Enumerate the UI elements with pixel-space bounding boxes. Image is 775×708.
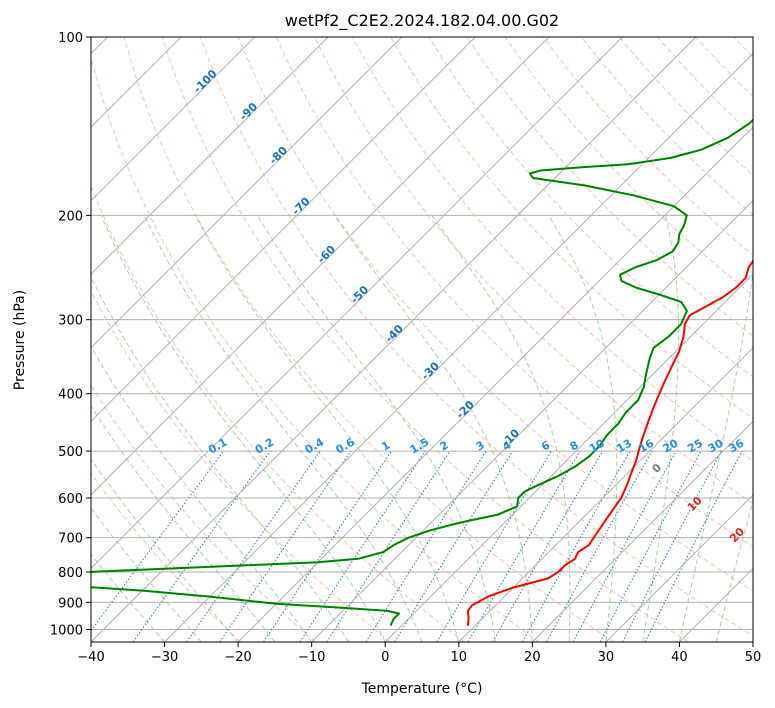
dry-adiabat	[161, 37, 689, 642]
dry-adiabat	[352, 37, 753, 462]
mixing-ratio-line	[299, 450, 426, 642]
isotherm-line	[311, 199, 753, 642]
moist-adiabat	[91, 553, 165, 642]
dry-adiabat	[390, 37, 753, 420]
x-tick-label: −30	[151, 650, 178, 665]
mixing-ratio-line	[326, 450, 451, 642]
moist-adiabat	[678, 269, 753, 642]
isotherm-line	[531, 420, 753, 642]
moist-adiabat	[100, 215, 386, 642]
mixing-ratio-line	[572, 450, 677, 642]
moist-adiabat-label: 30	[773, 553, 775, 573]
dry-adiabat	[199, 37, 753, 637]
dry-adiabat	[91, 384, 316, 642]
dry-adiabat	[91, 185, 465, 642]
y-axis: 100 200 300 400 500 600 700 800 900 1000	[50, 31, 91, 638]
x-tick-label: 10	[451, 650, 468, 665]
x-tick-label: −10	[298, 650, 325, 665]
y-tick-label: 900	[58, 596, 83, 611]
mixing-ratio-line	[522, 450, 631, 642]
isotherm-line	[91, 37, 476, 423]
x-tick-label: 20	[524, 650, 541, 665]
profile-line	[466, 259, 753, 626]
y-tick-label: 300	[58, 314, 83, 329]
isotherm-line	[458, 347, 753, 642]
isotherm-line	[91, 37, 403, 349]
mixing-ratio-line	[644, 450, 743, 642]
moist-adiabat	[91, 275, 349, 642]
y-tick-label: 100	[58, 31, 83, 46]
isotherm-line	[91, 37, 623, 570]
isotherm-line	[91, 37, 697, 642]
moist-adiabat	[548, 215, 618, 642]
dry-adiabat	[91, 290, 391, 642]
isotherm-line	[384, 273, 753, 642]
moist-adiabat	[91, 458, 239, 642]
x-tick-label: 30	[598, 650, 615, 665]
isotherm-line	[91, 37, 550, 496]
dry-adiabat	[504, 37, 753, 296]
x-axis-label: Temperature (°C)	[361, 681, 483, 697]
y-tick-label: 800	[58, 566, 83, 581]
skewed-isotherms	[91, 37, 753, 642]
chart-title: wetPf2_C2E2.2024.182.04.00.G02	[285, 11, 559, 31]
mixing-ratio-line	[132, 450, 271, 642]
mixing-ratio-line	[263, 450, 392, 642]
mixing-ratio-line	[546, 450, 653, 642]
moist-adiabat	[91, 507, 202, 642]
dry-adiabat	[314, 37, 753, 505]
x-tick-label: 50	[745, 650, 762, 665]
dry-adiabat	[123, 37, 614, 642]
y-tick-label: 700	[58, 532, 83, 547]
profile-line	[91, 118, 753, 627]
mixing-ratio-line	[394, 450, 514, 642]
moist-adiabat	[91, 345, 313, 642]
mixing-ratio-line	[622, 450, 722, 642]
moist-adiabat	[143, 215, 423, 642]
moist-adiabat	[194, 215, 460, 642]
dry-adiabat	[237, 37, 753, 592]
y-tick-label: 500	[58, 445, 83, 460]
isotherm-line	[605, 494, 753, 642]
x-axis: −40 −30 −20 −10 0 10 20 30 40 50	[77, 642, 761, 665]
dry-adiabat	[428, 37, 753, 378]
isotherm-line	[237, 126, 753, 642]
moist-adiabat	[715, 498, 753, 642]
mixing-ratio-line	[186, 450, 321, 642]
y-tick-label: 1000	[50, 623, 83, 638]
dry-adiabat	[91, 472, 242, 642]
x-tick-label: −40	[77, 650, 104, 665]
mixing-ratio-line	[436, 450, 552, 642]
mixing-ratio-line	[91, 450, 224, 632]
x-tick-label: 40	[671, 650, 688, 665]
y-axis-label: Pressure (hPa)	[12, 290, 28, 390]
dry-adiabat	[91, 55, 540, 642]
mixing-ratio-lines	[91, 450, 743, 642]
isotherm-line	[164, 52, 753, 642]
mixing-ratio-line	[365, 450, 487, 642]
plot-frame	[90, 36, 754, 643]
moist-adiabat	[256, 215, 497, 642]
x-tick-label: −20	[224, 650, 251, 665]
y-tick-label: 200	[58, 209, 83, 224]
dry-adiabats	[91, 37, 753, 642]
mixing-ratio-line	[599, 450, 702, 642]
y-tick-label: 400	[58, 388, 83, 403]
x-tick-label: 0	[381, 650, 389, 665]
y-tick-label: 600	[58, 492, 83, 507]
isotherm-line	[91, 37, 329, 275]
isotherm-line	[91, 37, 256, 202]
series-layer	[91, 118, 753, 627]
